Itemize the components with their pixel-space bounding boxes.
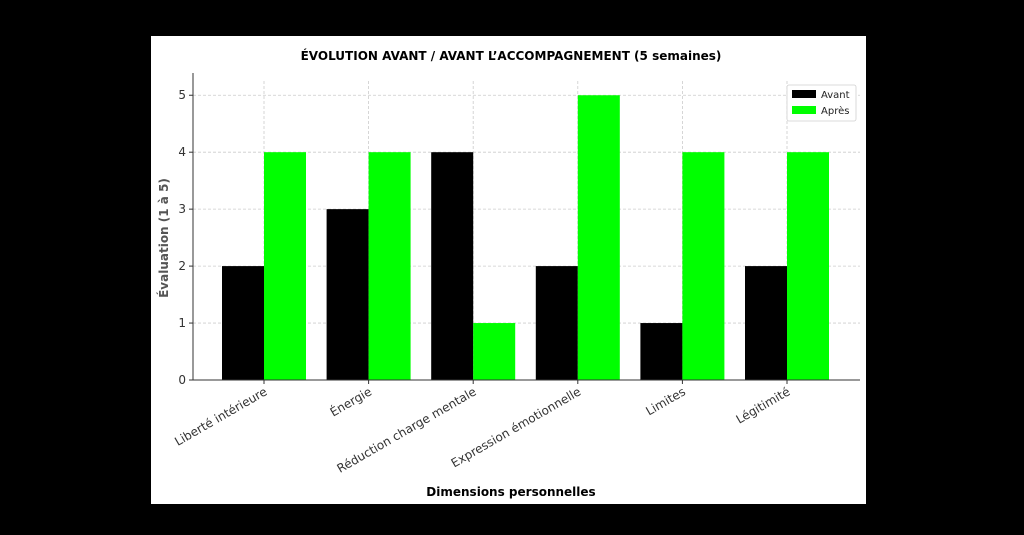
bar-avant [745, 266, 787, 380]
y-tick-label: 0 [178, 373, 186, 387]
bar-avant [535, 266, 578, 380]
legend: Avant Après [786, 84, 857, 122]
bar-avant [431, 152, 474, 380]
y-tick-label: 2 [178, 259, 186, 273]
y-tick-label: 3 [178, 202, 186, 216]
axes [189, 73, 860, 384]
x-axis-title: Dimensions personnelles [426, 485, 595, 499]
y-tick-labels: 0 1 2 3 4 5 [178, 88, 186, 387]
bar-après [264, 152, 306, 380]
x-tick-label: Liberté intérieure [172, 384, 269, 448]
bar-après [682, 152, 725, 380]
chart-card: ÉVOLUTION AVANT / AVANT L’ACCOMPAGNEMENT… [151, 36, 866, 504]
y-tick-label: 5 [178, 88, 186, 102]
bar-avant [326, 209, 369, 380]
bar-avant [640, 323, 683, 380]
x-tick-label: Énergie [327, 384, 374, 420]
bar-après [473, 323, 516, 380]
bar-avant [222, 266, 264, 380]
legend-label: Avant [821, 90, 850, 101]
legend-swatch [792, 90, 816, 98]
bar-après [787, 152, 829, 380]
bar-chart: ÉVOLUTION AVANT / AVANT L’ACCOMPAGNEMENT… [156, 48, 860, 499]
legend-swatch [792, 106, 816, 114]
bar-après [368, 152, 411, 380]
y-axis-title: Évaluation (1 à 5) [156, 178, 171, 298]
bar-après [577, 95, 620, 380]
bars [222, 95, 829, 380]
y-tick-label: 1 [178, 316, 186, 330]
legend-label: Après [821, 105, 849, 117]
chart-title: ÉVOLUTION AVANT / AVANT L’ACCOMPAGNEMENT… [301, 48, 722, 63]
x-tick-label: Limites [643, 384, 688, 418]
x-tick-label: Légitimité [734, 384, 793, 426]
y-tick-label: 4 [178, 145, 186, 159]
